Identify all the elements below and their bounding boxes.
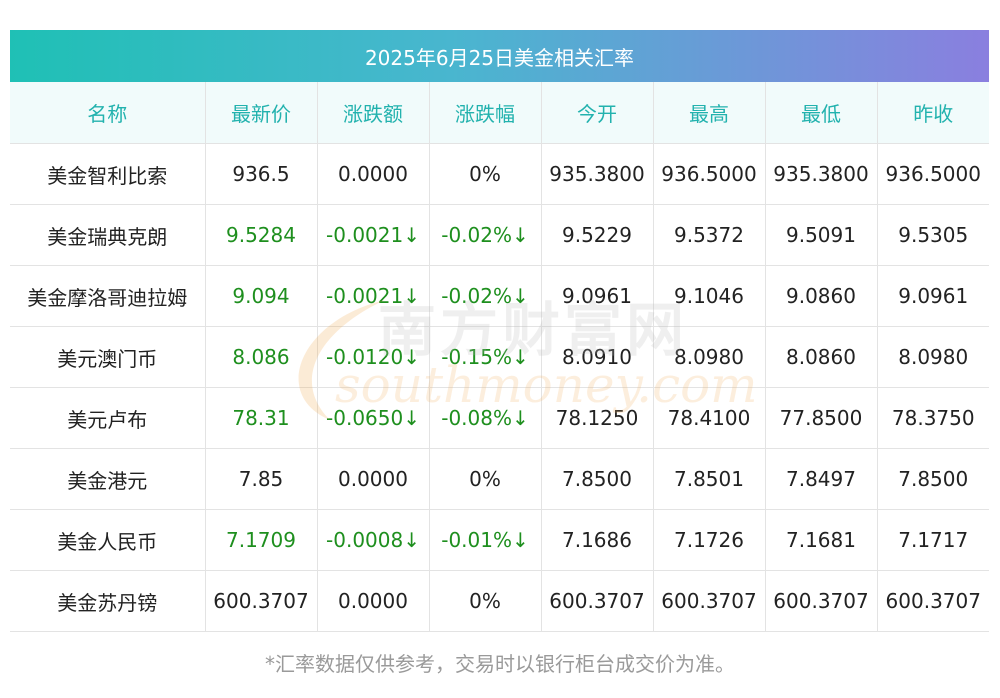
cell-pct: 0%	[429, 143, 542, 205]
cell-open: 7.8500	[541, 448, 654, 510]
rates-table: 名称 最新价 涨跌额 涨跌幅 今开 最高 最低 昨收 美金智利比索 936.5 …	[10, 82, 989, 632]
table-row: 美金人民币 7.1709 -0.0008↓ -0.01%↓ 7.1686 7.1…	[10, 509, 989, 571]
cell-pct: -0.15%↓	[429, 326, 542, 388]
col-header-prev: 昨收	[877, 82, 989, 144]
cell-change: 0.0000	[317, 448, 430, 510]
table-row: 美金苏丹镑 600.3707 0.0000 0% 600.3707 600.37…	[10, 570, 989, 632]
cell-change: 0.0000	[317, 143, 430, 205]
cell-open: 7.1686	[541, 509, 654, 571]
cell-latest: 8.086	[205, 326, 318, 388]
cell-low: 7.1681	[765, 509, 878, 571]
cell-latest: 7.85	[205, 448, 318, 510]
cell-change: -0.0120↓	[317, 326, 430, 388]
rates-panel: 2025年6月25日美金相关汇率 名称 最新价 涨跌额 涨跌幅 今开 最高 最低…	[10, 30, 989, 632]
table-row: 美金智利比索 936.5 0.0000 0% 935.3800 936.5000…	[10, 143, 989, 205]
cell-high: 9.1046	[653, 265, 766, 327]
table-row: 美金瑞典克朗 9.5284 -0.0021↓ -0.02%↓ 9.5229 9.…	[10, 204, 989, 266]
table-row: 美元澳门币 8.086 -0.0120↓ -0.15%↓ 8.0910 8.09…	[10, 326, 989, 388]
cell-low: 600.3707	[765, 570, 878, 632]
cell-name: 美金苏丹镑	[10, 570, 206, 632]
cell-prev: 8.0980	[877, 326, 989, 388]
cell-name: 美元澳门币	[10, 326, 206, 388]
cell-low: 77.8500	[765, 387, 878, 449]
cell-open: 9.0961	[541, 265, 654, 327]
cell-change: -0.0650↓	[317, 387, 430, 449]
col-header-change: 涨跌额	[317, 82, 430, 144]
table-row: 美元卢布 78.31 -0.0650↓ -0.08%↓ 78.1250 78.4…	[10, 387, 989, 449]
cell-name: 美金摩洛哥迪拉姆	[10, 265, 206, 327]
cell-prev: 936.5000	[877, 143, 989, 205]
col-header-name: 名称	[10, 82, 206, 144]
cell-pct: -0.08%↓	[429, 387, 542, 449]
cell-name: 美金港元	[10, 448, 206, 510]
col-header-high: 最高	[653, 82, 766, 144]
cell-latest: 7.1709	[205, 509, 318, 571]
cell-high: 600.3707	[653, 570, 766, 632]
cell-open: 9.5229	[541, 204, 654, 266]
cell-pct: -0.01%↓	[429, 509, 542, 571]
cell-high: 7.8501	[653, 448, 766, 510]
col-header-low: 最低	[765, 82, 878, 144]
cell-change: -0.0021↓	[317, 204, 430, 266]
cell-pct: -0.02%↓	[429, 204, 542, 266]
cell-change: 0.0000	[317, 570, 430, 632]
cell-prev: 78.3750	[877, 387, 989, 449]
cell-change: -0.0021↓	[317, 265, 430, 327]
cell-latest: 9.5284	[205, 204, 318, 266]
cell-low: 8.0860	[765, 326, 878, 388]
cell-high: 7.1726	[653, 509, 766, 571]
cell-latest: 9.094	[205, 265, 318, 327]
cell-high: 936.5000	[653, 143, 766, 205]
footnote: *汇率数据仅供参考，交易时以银行柜台成交价为准。	[265, 652, 735, 676]
cell-low: 9.5091	[765, 204, 878, 266]
table-title: 2025年6月25日美金相关汇率	[10, 30, 989, 82]
cell-latest: 78.31	[205, 387, 318, 449]
cell-pct: -0.02%↓	[429, 265, 542, 327]
header-row: 名称 最新价 涨跌额 涨跌幅 今开 最高 最低 昨收	[10, 82, 989, 144]
cell-pct: 0%	[429, 570, 542, 632]
cell-open: 600.3707	[541, 570, 654, 632]
cell-name: 美金人民币	[10, 509, 206, 571]
cell-prev: 7.8500	[877, 448, 989, 510]
col-header-latest: 最新价	[205, 82, 318, 144]
cell-prev: 9.0961	[877, 265, 989, 327]
col-header-pct: 涨跌幅	[429, 82, 542, 144]
cell-name: 美金瑞典克朗	[10, 204, 206, 266]
cell-low: 935.3800	[765, 143, 878, 205]
cell-pct: 0%	[429, 448, 542, 510]
cell-low: 9.0860	[765, 265, 878, 327]
cell-prev: 9.5305	[877, 204, 989, 266]
cell-change: -0.0008↓	[317, 509, 430, 571]
cell-name: 美元卢布	[10, 387, 206, 449]
cell-open: 935.3800	[541, 143, 654, 205]
cell-high: 9.5372	[653, 204, 766, 266]
col-header-open: 今开	[541, 82, 654, 144]
cell-open: 78.1250	[541, 387, 654, 449]
cell-name: 美金智利比索	[10, 143, 206, 205]
cell-prev: 7.1717	[877, 509, 989, 571]
cell-open: 8.0910	[541, 326, 654, 388]
cell-low: 7.8497	[765, 448, 878, 510]
cell-high: 78.4100	[653, 387, 766, 449]
cell-latest: 600.3707	[205, 570, 318, 632]
cell-high: 8.0980	[653, 326, 766, 388]
cell-latest: 936.5	[205, 143, 318, 205]
table-row: 美金摩洛哥迪拉姆 9.094 -0.0021↓ -0.02%↓ 9.0961 9…	[10, 265, 989, 327]
cell-prev: 600.3707	[877, 570, 989, 632]
table-row: 美金港元 7.85 0.0000 0% 7.8500 7.8501 7.8497…	[10, 448, 989, 510]
